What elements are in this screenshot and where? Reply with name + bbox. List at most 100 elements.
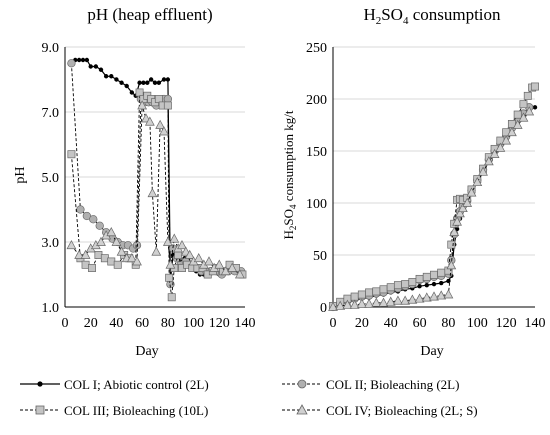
ph-data-point: [93, 64, 99, 69]
h2so4-data-point: [507, 127, 517, 137]
h2so4-x-axis-label: Day: [420, 344, 443, 359]
ph-data-point: [74, 249, 85, 259]
ph-y-tick-label: 7.0: [42, 106, 60, 121]
h2so4-x-tick-label: 80: [441, 316, 455, 331]
h2so4-data-point: [472, 176, 483, 187]
h2so4-data-point: [501, 135, 512, 145]
h2so4-data-point: [429, 291, 439, 301]
ph-data-point: [141, 80, 146, 85]
h2so4-data-point: [414, 293, 425, 303]
h2so4-data-point: [483, 156, 494, 166]
ph-data-point: [151, 246, 162, 256]
ph-data-point: [103, 74, 109, 79]
ph-data-point: [193, 253, 204, 263]
ph-y-tick-label: 3.0: [42, 236, 60, 251]
ph-chart-title: pH (heap effluent): [87, 5, 212, 24]
h2so4-x-tick-label: 0: [330, 316, 337, 331]
ph-data-point: [119, 80, 124, 85]
h2so4-data-point: [417, 284, 422, 289]
ph-x-tick-label: 140: [235, 316, 256, 331]
h2so4-plot-area: 0 50 100 150 200 250 0 20 40 60 80 100 120 140: [306, 41, 546, 331]
ph-plot-area: 1.0 3.0 5.0 7.0 9.0 0 20 40 60 80 100 120 140: [42, 41, 256, 331]
h2so4-y-tick-label: 250: [306, 41, 327, 56]
h2so4-data-point: [401, 280, 410, 289]
h2so4-y-tick-label: 150: [306, 145, 327, 160]
ph-data-point: [89, 215, 98, 224]
ph-x-tick-label: 60: [135, 316, 149, 331]
h2so4-data-point: [457, 202, 468, 213]
h2so4-y-axis-label: H2SO4 consumption kg/t: [281, 110, 298, 239]
h2so4-data-point: [422, 272, 431, 281]
ph-data-point: [165, 273, 174, 282]
h2so4-data-point: [462, 197, 473, 207]
h2so4-data-point: [518, 112, 529, 122]
h2so4-data-point: [489, 148, 500, 158]
h2so4-data-point: [446, 260, 457, 270]
ph-data-point: [144, 116, 155, 126]
h2so4-data-point: [519, 100, 528, 109]
h2so4-data-point: [439, 280, 444, 286]
ph-data-point: [214, 259, 225, 269]
ph-series-col-iv: [66, 100, 245, 279]
ph-data-point: [124, 83, 129, 89]
ph-data-point: [66, 240, 77, 250]
ph-data-point: [165, 77, 171, 82]
h2so4-data-point: [495, 142, 506, 152]
ph-data-point: [155, 119, 166, 129]
h2so4-x-tick-label: 20: [355, 316, 369, 331]
legend-marker-circle: [297, 379, 307, 389]
h2so4-data-point: [437, 268, 446, 277]
ph-data-point: [159, 126, 169, 136]
ph-data-point: [184, 249, 195, 259]
ph-data-point: [126, 253, 137, 263]
ph-data-point: [156, 80, 162, 85]
legend-marker-square: [35, 405, 45, 415]
ph-data-point: [88, 264, 96, 272]
ph-data-point: [67, 150, 76, 159]
h2so4-data-point: [350, 292, 359, 301]
ph-data-point: [132, 241, 142, 250]
ph-data-point: [152, 80, 158, 85]
h2so4-data-point: [532, 105, 538, 110]
ph-data-point: [111, 236, 122, 246]
legend-marker-dot: [37, 381, 43, 387]
legend: COL I; Abiotic control (2L) COL II; Biol…: [20, 377, 478, 418]
ph-data-point: [135, 88, 144, 97]
h2so4-data-point: [372, 287, 381, 296]
h2so4-x-tick-label: 40: [384, 316, 398, 331]
h2so4-data-point: [421, 292, 432, 302]
legend-label-col-iii: COL III; Bioleaching (10L): [64, 403, 208, 418]
legend-label-col-i: COL I; Abiotic control (2L): [64, 377, 209, 392]
h2so4-data-point: [436, 290, 447, 300]
h2so4-x-tick-label: 140: [525, 316, 546, 331]
h2so4-series-col-iv: [328, 106, 535, 311]
ph-data-point: [80, 249, 91, 259]
h2so4-y-tick-label: 0: [320, 301, 327, 316]
h2so4-data-point: [349, 299, 360, 309]
h2so4-data-point: [386, 283, 395, 292]
ph-x-tick-label: 120: [209, 316, 230, 331]
h2so4-series-col-iii: [329, 82, 539, 310]
h2so4-data-point: [342, 299, 353, 309]
ph-y-axis-label: pH: [13, 166, 28, 183]
ph-data-point: [137, 80, 142, 85]
h2so4-data-point: [454, 226, 460, 232]
h2so4-x-tick-label: 120: [496, 316, 517, 331]
h2so4-data-point: [393, 295, 403, 305]
ph-data-point: [95, 221, 104, 230]
h2so4-y-tick-label: 200: [306, 93, 327, 108]
ph-y-tick-label: 5.0: [42, 171, 60, 186]
ph-data-point: [76, 205, 85, 214]
legend-entry-col-i: COL I; Abiotic control (2L): [20, 377, 209, 392]
ph-x-tick-label: 20: [84, 316, 98, 331]
ph-x-tick-label: 80: [161, 316, 175, 331]
h2so4-data-point: [452, 216, 462, 226]
ph-x-tick-label: 100: [183, 316, 204, 331]
h2so4-data-point: [364, 298, 374, 308]
ph-data-point: [177, 240, 187, 250]
h2so4-data-point: [478, 166, 488, 176]
h2so4-data-point: [356, 298, 367, 308]
ph-series-col-iii: [67, 88, 247, 302]
h2so4-x-tick-label: 60: [413, 316, 427, 331]
h2so4-data-point: [430, 270, 438, 279]
